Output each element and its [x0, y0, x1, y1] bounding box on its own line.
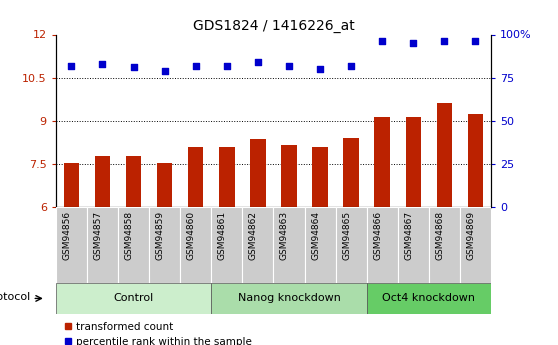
Point	[253, 59, 262, 65]
Point	[347, 63, 355, 68]
Point	[160, 68, 169, 73]
Bar	[273, 207, 305, 283]
Text: GSM94860: GSM94860	[187, 211, 196, 260]
Text: Oct4 knockdown: Oct4 knockdown	[382, 294, 475, 303]
Bar	[468, 115, 483, 207]
Text: GSM94856: GSM94856	[62, 211, 71, 260]
Point	[285, 63, 294, 68]
Point	[98, 61, 107, 67]
Bar	[436, 103, 452, 207]
Text: GSM94857: GSM94857	[93, 211, 103, 260]
Bar	[374, 117, 390, 207]
Text: protocol: protocol	[0, 292, 31, 302]
Bar	[64, 163, 79, 207]
Text: GSM94869: GSM94869	[466, 211, 475, 260]
Text: GSM94868: GSM94868	[435, 211, 444, 260]
Bar	[312, 147, 328, 207]
Point	[409, 40, 418, 46]
Point	[129, 65, 138, 70]
Text: GSM94866: GSM94866	[373, 211, 382, 260]
Text: GSM94861: GSM94861	[218, 211, 227, 260]
Text: GSM94863: GSM94863	[280, 211, 289, 260]
Bar	[126, 156, 141, 207]
Bar	[180, 207, 211, 283]
Point	[316, 66, 325, 72]
Bar	[211, 207, 242, 283]
Text: Control: Control	[113, 294, 153, 303]
Text: GSM94865: GSM94865	[342, 211, 351, 260]
Bar	[406, 117, 421, 207]
Bar	[118, 207, 149, 283]
Bar	[242, 207, 273, 283]
Bar	[95, 156, 110, 207]
Legend: transformed count, percentile rank within the sample: transformed count, percentile rank withi…	[61, 318, 256, 345]
Text: GSM94867: GSM94867	[405, 211, 413, 260]
Bar	[398, 207, 429, 283]
Bar	[305, 207, 335, 283]
Bar	[250, 139, 266, 207]
Bar	[87, 207, 118, 283]
Point	[67, 63, 76, 68]
Text: Nanog knockdown: Nanog knockdown	[238, 294, 340, 303]
Bar	[219, 147, 234, 207]
Bar	[367, 283, 491, 314]
Bar	[460, 207, 491, 283]
Title: GDS1824 / 1416226_at: GDS1824 / 1416226_at	[193, 19, 354, 33]
Bar	[343, 138, 359, 207]
Text: GSM94862: GSM94862	[249, 211, 258, 260]
Bar	[335, 207, 367, 283]
Bar	[157, 163, 172, 207]
Bar	[56, 283, 211, 314]
Point	[378, 39, 387, 44]
Point	[222, 63, 231, 68]
Bar	[281, 145, 297, 207]
Bar	[429, 207, 460, 283]
Point	[191, 63, 200, 68]
Text: GSM94864: GSM94864	[311, 211, 320, 260]
Bar	[367, 207, 398, 283]
Text: GSM94858: GSM94858	[124, 211, 133, 260]
Text: GSM94859: GSM94859	[156, 211, 165, 260]
Bar	[56, 207, 87, 283]
Point	[440, 39, 449, 44]
Point	[471, 39, 480, 44]
Bar	[211, 283, 367, 314]
Bar	[188, 147, 204, 207]
Bar	[149, 207, 180, 283]
